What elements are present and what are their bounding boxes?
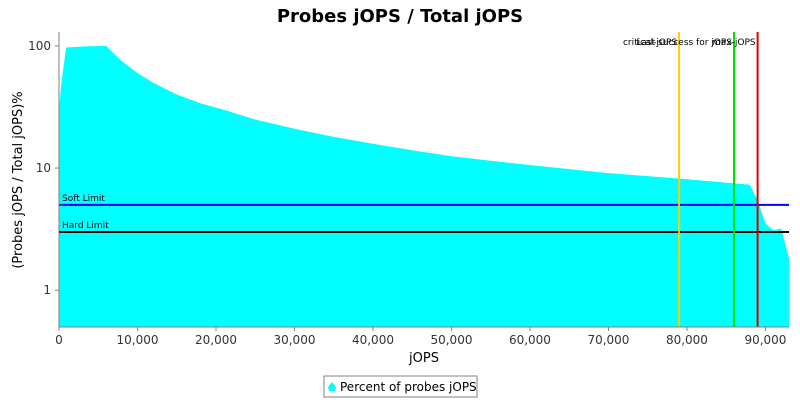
x-tick-label-9: 90,000 <box>744 333 786 347</box>
x-tick-label-6: 60,000 <box>509 333 551 347</box>
area-series-0 <box>59 45 789 328</box>
legend-swatch <box>328 382 336 391</box>
x-tick-label-1: 10,000 <box>116 333 158 347</box>
vline-label-2: max-jOPS <box>712 38 756 48</box>
hline-label-1: Hard Limit <box>62 221 109 231</box>
axes: 0 10,000 20,000 30,000 40,000 50,000 60,000 70,… <box>28 32 789 347</box>
y-tick-label-2: 100 <box>28 39 51 53</box>
hline-label-0: Soft Limit <box>62 194 105 204</box>
y-tick-label-1: 10 <box>36 161 51 175</box>
vline-label-1: Last success for jOPS <box>636 38 732 48</box>
legend-label: Percent of probes jOPS <box>340 380 477 394</box>
x-tick-label-8: 80,000 <box>666 333 708 347</box>
x-tick-label-5: 50,000 <box>430 333 472 347</box>
chart-title: Probes jOPS / Total jOPS <box>277 6 523 27</box>
x-tick-label-3: 30,000 <box>273 333 315 347</box>
legend-box <box>323 375 478 398</box>
x-tick-label-2: 20,000 <box>195 333 237 347</box>
y-tick-label-0: 1 <box>43 283 51 297</box>
x-tick-label-4: 40,000 <box>352 333 394 347</box>
vline-label-0: critical-jOPS <box>623 38 677 48</box>
x-tick-label-7: 70,000 <box>587 333 629 347</box>
legend: Percent of probes jOPS <box>323 375 478 398</box>
x-axis-label: jOPS <box>408 351 439 366</box>
y-axis-label: (Probes jOPS / Total jOPS)% <box>11 91 26 268</box>
x-tick-label-0: 0 <box>55 333 63 347</box>
